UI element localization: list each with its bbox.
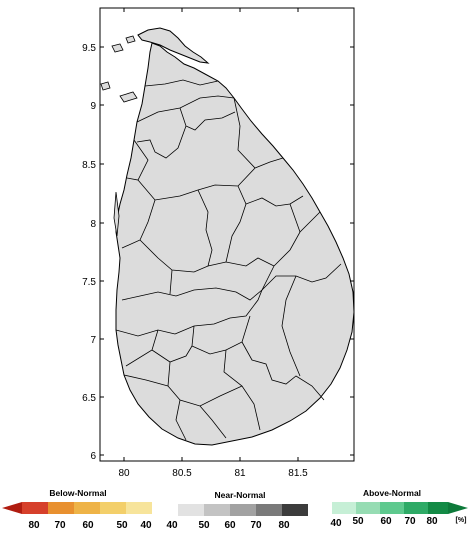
- legend-above-swatch: [380, 502, 404, 514]
- legend-near-label: 60: [224, 520, 236, 531]
- legend-above-swatch: [404, 502, 428, 514]
- legend-below-label: 80: [28, 520, 40, 531]
- y-tick-label: 7.5: [82, 277, 96, 288]
- legend-above-label: 70: [404, 516, 416, 527]
- legend-above-swatch: [356, 502, 380, 514]
- legend-below-label: 40: [140, 520, 152, 531]
- legend-near-label: 80: [278, 520, 290, 531]
- legend-below-swatch: [100, 502, 126, 514]
- y-tick-label: 7: [90, 335, 96, 346]
- legend-unit: [%]: [456, 517, 467, 524]
- legend-above-label: 40: [330, 518, 342, 529]
- legend-below-swatch: [74, 502, 100, 514]
- jaffna-peninsula: [137, 27, 210, 64]
- x-tick-label: 80: [118, 468, 130, 479]
- legend-below-label: 60: [82, 520, 94, 531]
- legend-below-label: 50: [116, 520, 128, 531]
- axis-ticks: [100, 8, 354, 461]
- legend-above-title: Above-Normal: [363, 488, 421, 498]
- legend-near-label: 40: [166, 520, 178, 531]
- legend-above-swatch: [428, 502, 448, 514]
- island-west: [100, 81, 111, 91]
- y-tick-label: 6: [90, 451, 96, 462]
- legend-above-swatch: [332, 502, 356, 514]
- legend-below-swatch: [48, 502, 74, 514]
- legend-near-label: 70: [250, 520, 262, 531]
- legend-near-normal: Near-Normal 40 50 60 70 80: [166, 490, 308, 531]
- y-tick-label: 8: [90, 219, 96, 230]
- legend-above-label: 80: [426, 516, 438, 527]
- legend-near-swatch: [256, 504, 282, 516]
- island-mannar: [119, 91, 138, 103]
- x-axis-labels: 80 80.5 81 81.5: [118, 468, 308, 479]
- legend-above-normal: Above-Normal 40 50 60 70 80 [%]: [330, 488, 468, 529]
- district-boundaries: [115, 79, 342, 441]
- legend-near-label: 50: [198, 520, 210, 531]
- legend-near-swatch: [204, 504, 230, 516]
- legend-near-title: Near-Normal: [214, 490, 265, 500]
- legend-above-label: 50: [352, 516, 364, 527]
- legend-below-title: Below-Normal: [49, 488, 106, 498]
- x-tick-label: 81: [234, 468, 246, 479]
- y-axis-labels: 9.5 9 8.5 8 7.5 7 6.5 6: [82, 43, 96, 462]
- y-tick-label: 9: [90, 101, 96, 112]
- y-tick-label: 8.5: [82, 160, 96, 171]
- y-tick-label: 9.5: [82, 43, 96, 54]
- legend-below-swatch: [126, 502, 152, 514]
- legend-below-arrow: [2, 502, 22, 514]
- kalpitiya-spit: [113, 191, 120, 237]
- island-delft: [111, 43, 124, 53]
- legend-below-label: 70: [54, 520, 66, 531]
- x-tick-label: 81.5: [288, 468, 308, 479]
- legend-near-swatch: [230, 504, 256, 516]
- island-north: [125, 35, 136, 44]
- legend-near-swatch: [282, 504, 308, 516]
- legend-above-arrow: [448, 502, 468, 514]
- y-tick-label: 6.5: [82, 393, 96, 404]
- legend-below-normal: Below-Normal 80 70 60 50 40: [2, 488, 152, 531]
- legend-above-label: 60: [380, 516, 392, 527]
- x-tick-label: 80.5: [172, 468, 192, 479]
- legend-near-swatch: [178, 504, 204, 516]
- legend-below-swatch: [22, 502, 48, 514]
